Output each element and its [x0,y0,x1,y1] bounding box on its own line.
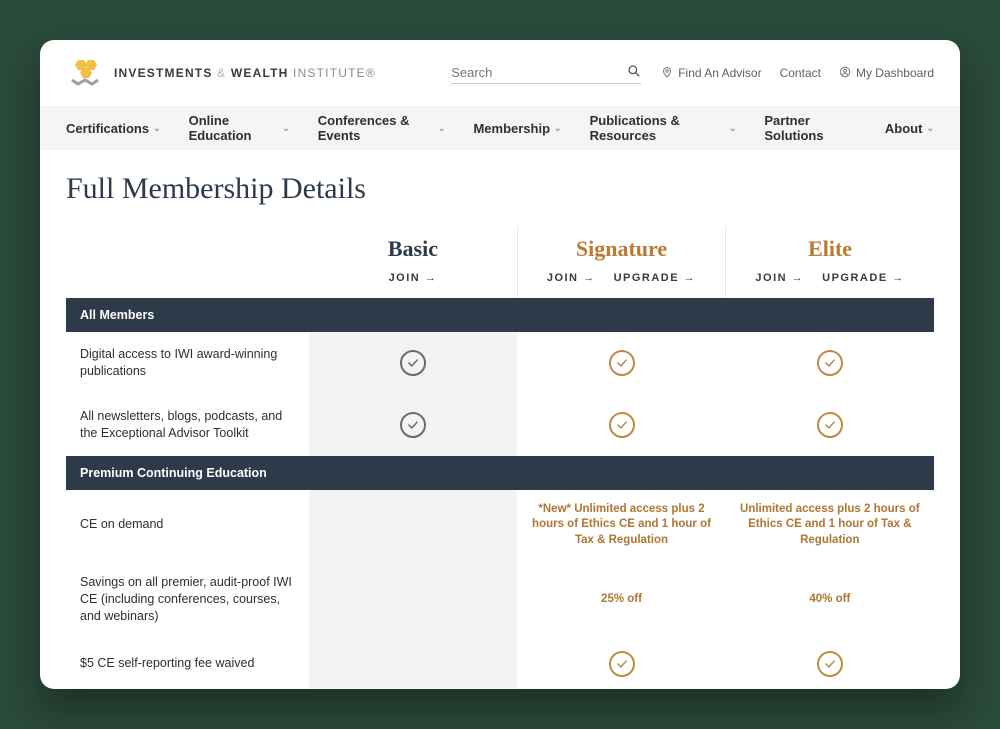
cell-elite: 40% off [726,560,934,639]
check-icon [400,412,426,438]
user-circle-icon [839,66,851,81]
feature-label: Digital access to IWI award-winning publ… [66,332,309,394]
chevron-down-icon: ⌄ [438,123,446,134]
find-advisor-label: Find An Advisor [678,66,761,80]
cell-elite [726,394,934,456]
section-premium-ce: Premium Continuing Education [66,456,934,490]
cell-basic [309,490,517,561]
cell-basic [309,639,517,689]
chevron-down-icon: ⌄ [282,123,290,134]
brand-logo[interactable]: INVESTMENTS & WEALTH INSTITUTE® [66,58,376,88]
chevron-down-icon: ⌄ [729,123,737,134]
check-icon [609,350,635,376]
nav-online-education[interactable]: Online Education⌄ [189,113,290,143]
table-row: CE on demand *New* Unlimited access plus… [66,490,934,561]
brand-text: INVESTMENTS & WEALTH INSTITUTE® [114,66,376,80]
cell-signature: 25% off [517,560,725,639]
search-input[interactable] [451,65,627,80]
search-box[interactable] [451,62,641,84]
plan-head-elite: Elite JOIN → UPGRADE → [726,226,934,298]
chevron-down-icon: ⌄ [153,123,161,134]
nav-membership[interactable]: Membership⌄ [473,121,561,136]
plan-name-signature: Signature [526,236,717,262]
table-row: All newsletters, blogs, podcasts, and th… [66,394,934,456]
cell-basic [309,560,517,639]
cell-basic [309,332,517,394]
section-label: Premium Continuing Education [66,456,934,490]
cell-signature [517,394,725,456]
cell-elite: Unlimited access plus 2 hours of Ethics … [726,490,934,561]
contact-link[interactable]: Contact [780,66,821,80]
comparison-table: Basic JOIN → Signature JOIN → UPGRADE → … [66,226,934,689]
join-basic-link[interactable]: JOIN → [389,272,438,284]
cell-signature [517,332,725,394]
upgrade-elite-link[interactable]: UPGRADE → [822,272,905,284]
search-icon[interactable] [627,64,641,81]
plan-name-elite: Elite [734,236,926,262]
main-nav: Certifications⌄ Online Education⌄ Confer… [40,106,960,150]
top-bar: INVESTMENTS & WEALTH INSTITUTE® Find An … [40,40,960,96]
plan-header-row: Basic JOIN → Signature JOIN → UPGRADE → … [66,226,934,298]
my-dashboard-label: My Dashboard [856,66,934,80]
cell-elite [726,639,934,689]
plan-name-basic: Basic [317,236,509,262]
check-icon [817,412,843,438]
nav-partner-solutions[interactable]: Partner Solutions [764,113,857,143]
chevron-down-icon: ⌄ [926,123,934,134]
check-icon [817,350,843,376]
feature-label: Savings on all premier, audit-proof IWI … [66,560,309,639]
nav-conferences[interactable]: Conferences & Events⌄ [318,113,446,143]
nav-about[interactable]: About⌄ [885,121,934,136]
section-all-members: All Members [66,298,934,332]
cell-signature [517,639,725,689]
check-icon [817,651,843,677]
map-pin-icon [661,66,673,81]
section-label: All Members [66,298,934,332]
cell-signature: *New* Unlimited access plus 2 hours of E… [517,490,725,561]
app-window: INVESTMENTS & WEALTH INSTITUTE® Find An … [40,40,960,689]
table-row: Digital access to IWI award-winning publ… [66,332,934,394]
join-signature-link[interactable]: JOIN → [547,272,596,284]
check-icon [400,350,426,376]
my-dashboard-link[interactable]: My Dashboard [839,66,934,81]
utility-links: Find An Advisor Contact My Dashboard [661,66,934,81]
feature-label: All newsletters, blogs, podcasts, and th… [66,394,309,456]
nav-certifications[interactable]: Certifications⌄ [66,121,161,136]
brand-mark-icon [66,58,104,88]
check-icon [609,412,635,438]
plan-head-basic: Basic JOIN → [309,226,517,298]
cell-elite [726,332,934,394]
table-row: $5 CE self-reporting fee waived [66,639,934,689]
page-content: Full Membership Details Basic JOIN → Sig… [40,150,960,689]
page-title: Full Membership Details [66,172,934,206]
plan-head-signature: Signature JOIN → UPGRADE → [517,226,725,298]
chevron-down-icon: ⌄ [554,123,562,134]
nav-publications[interactable]: Publications & Resources⌄ [590,113,737,143]
join-elite-link[interactable]: JOIN → [755,272,804,284]
cell-basic [309,394,517,456]
upgrade-signature-link[interactable]: UPGRADE → [614,272,697,284]
find-advisor-link[interactable]: Find An Advisor [661,66,761,81]
feature-label: CE on demand [66,490,309,561]
check-icon [609,651,635,677]
table-row: Savings on all premier, audit-proof IWI … [66,560,934,639]
feature-label: $5 CE self-reporting fee waived [66,639,309,689]
